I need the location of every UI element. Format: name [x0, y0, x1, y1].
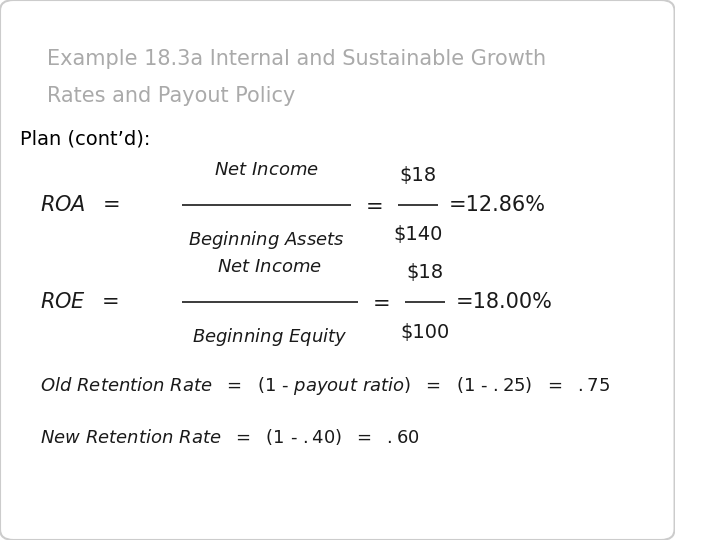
Text: $\mathit{New\ Retention\ Rate\ \ =\ \ (1\ \text{-}\ .40)\ \ =\ \ .60}$: $\mathit{New\ Retention\ Rate\ \ =\ \ (1… — [40, 427, 420, 448]
Text: Plan (cont’d):: Plan (cont’d): — [20, 130, 150, 148]
Text: $18: $18 — [400, 166, 437, 185]
Text: Example 18.3a Internal and Sustainable Growth: Example 18.3a Internal and Sustainable G… — [48, 49, 546, 69]
Text: $\mathit{Beginning\ Equity}$: $\mathit{Beginning\ Equity}$ — [192, 327, 348, 348]
Text: $=$: $=$ — [361, 195, 382, 215]
Text: $=$: $=$ — [368, 292, 389, 313]
Text: $100: $100 — [400, 322, 449, 342]
Text: $ROA\ \ =$: $ROA\ \ =$ — [40, 195, 121, 215]
Text: =18.00%: =18.00% — [455, 292, 552, 313]
Text: $18: $18 — [406, 263, 444, 282]
Text: $\mathit{Beginning\ Assets}$: $\mathit{Beginning\ Assets}$ — [188, 230, 345, 251]
Text: =12.86%: =12.86% — [449, 195, 546, 215]
Text: $\mathit{Net\ Income}$: $\mathit{Net\ Income}$ — [217, 258, 323, 276]
Text: $\mathit{Net\ Income}$: $\mathit{Net\ Income}$ — [214, 161, 319, 179]
Text: $140: $140 — [394, 225, 443, 245]
Text: Rates and Payout Policy: Rates and Payout Policy — [48, 86, 296, 106]
Text: $ROE\ \ =$: $ROE\ \ =$ — [40, 292, 120, 313]
Text: $\mathit{Old\ Retention\ Rate\ \ =\ \ (1\ \text{-}\ payout\ ratio)\ \ =\ \ (1\ \: $\mathit{Old\ Retention\ Rate\ \ =\ \ (1… — [40, 375, 611, 397]
FancyBboxPatch shape — [0, 0, 675, 540]
